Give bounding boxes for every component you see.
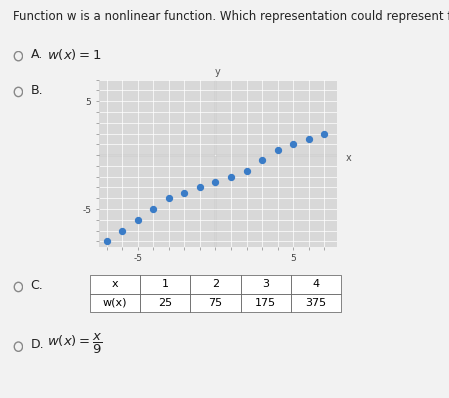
Point <box>274 146 281 153</box>
Text: D.: D. <box>31 338 44 351</box>
Point <box>150 206 157 212</box>
Text: B.: B. <box>31 84 43 97</box>
Point <box>181 190 188 196</box>
Text: y: y <box>215 67 220 78</box>
Point <box>134 217 141 223</box>
Point <box>243 168 250 174</box>
Text: C.: C. <box>31 279 43 292</box>
Point <box>259 157 266 164</box>
Text: x: x <box>345 153 351 163</box>
Text: $w(x) = \dfrac{x}{9}$: $w(x) = \dfrac{x}{9}$ <box>47 332 103 356</box>
Point <box>305 136 313 142</box>
Text: $w(x) = 1$: $w(x) = 1$ <box>47 47 101 62</box>
Point <box>196 184 203 191</box>
Text: A.: A. <box>31 49 43 61</box>
Point <box>227 174 234 180</box>
Point <box>321 130 328 137</box>
Point <box>290 141 297 148</box>
Point <box>119 227 126 234</box>
Text: Function w is a nonlinear function. Which representation could represent functio: Function w is a nonlinear function. Whic… <box>13 10 449 23</box>
Point <box>165 195 172 201</box>
Point <box>103 238 110 244</box>
Point <box>212 179 219 185</box>
